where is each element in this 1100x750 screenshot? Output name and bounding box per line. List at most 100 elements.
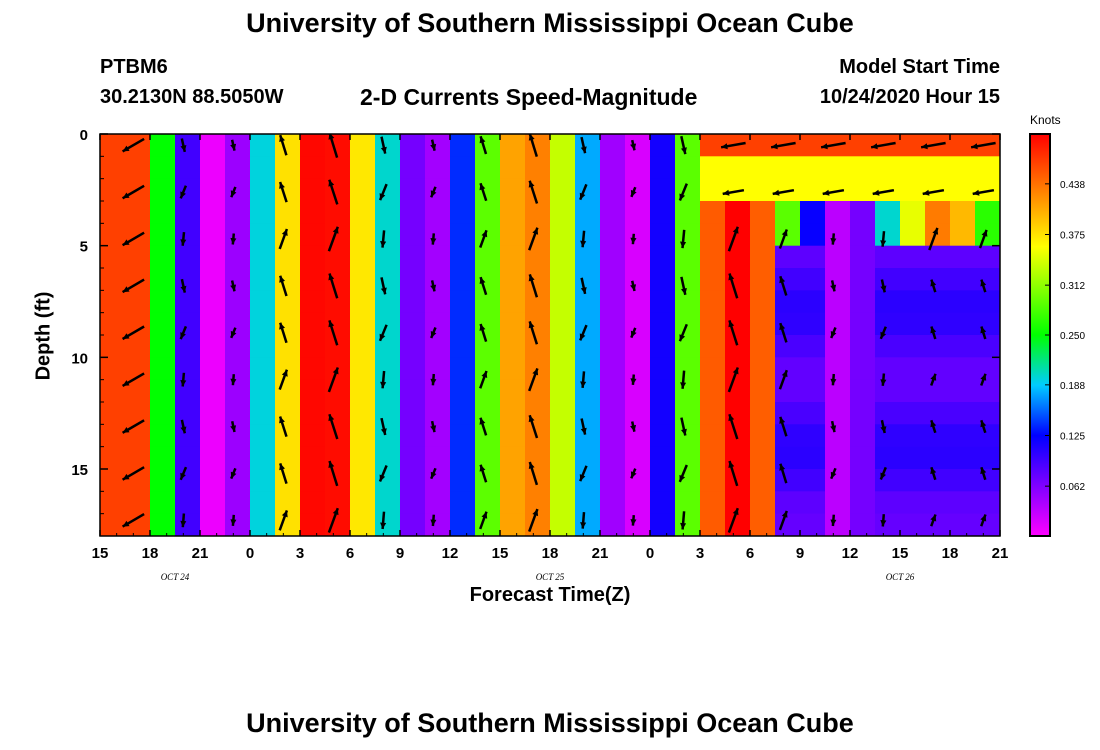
heatmap-cell: [950, 201, 976, 224]
current-arrow: [820, 141, 846, 150]
heatmap-cell: [875, 335, 901, 358]
current-arrow: [930, 466, 937, 481]
heatmap-cell: [125, 469, 151, 492]
heatmap-cell: [675, 446, 701, 470]
current-arrow: [230, 327, 237, 339]
heatmap-cell: [150, 156, 176, 180]
heatmap-cell: [500, 156, 526, 180]
heatmap-cell: [800, 379, 826, 403]
current-arrow: [430, 139, 437, 151]
current-arrow: [822, 188, 845, 196]
heatmap-cell: [825, 469, 851, 492]
heatmap-cell: [900, 491, 926, 515]
current-arrow: [630, 468, 637, 479]
heatmap-cell: [600, 491, 626, 515]
heatmap-cell: [950, 446, 976, 470]
heatmap-cell: [525, 469, 551, 492]
heatmap-cell: [525, 201, 551, 224]
heatmap-cell: [300, 335, 326, 358]
current-arrow: [779, 275, 788, 296]
heatmap-cell: [775, 379, 801, 403]
heatmap-cell: [300, 424, 326, 448]
heatmap-cell: [950, 312, 976, 336]
current-arrow: [879, 466, 887, 480]
heatmap-cell: [625, 491, 651, 515]
heatmap-cell: [225, 156, 251, 180]
heatmap-cell: [200, 402, 226, 425]
heatmap-cell: [925, 312, 951, 336]
heatmap-cell: [425, 178, 451, 202]
current-arrow: [779, 416, 788, 437]
heatmap-cell: [875, 446, 901, 470]
heatmap-cell: [100, 446, 126, 470]
current-arrows: [121, 134, 996, 534]
x-tick-label: 12: [442, 545, 459, 562]
heatmap-cell: [475, 402, 501, 425]
heatmap-cell: [650, 402, 676, 425]
heatmap-cell: [125, 491, 151, 515]
current-arrow: [830, 233, 837, 245]
heatmap-cell: [325, 268, 351, 291]
heatmap-cell: [850, 156, 876, 180]
heatmap-cell: [600, 134, 626, 157]
heatmap-cell: [700, 513, 726, 536]
current-arrow: [327, 367, 339, 393]
heatmap-cell: [400, 245, 426, 269]
heatmap-cell: [150, 513, 176, 536]
heatmap-cell: [425, 245, 451, 269]
heatmap-cell: [725, 156, 751, 180]
current-arrow: [678, 323, 688, 342]
heatmap-cell: [500, 357, 526, 381]
current-arrow: [528, 321, 539, 345]
current-arrow: [430, 373, 437, 386]
heatmap-cell: [950, 402, 976, 425]
colorbar-tick-label: 0.188: [1060, 381, 1085, 392]
current-arrow: [580, 277, 587, 295]
heatmap-cell: [550, 357, 576, 381]
current-arrow: [980, 514, 987, 527]
heatmap-cell: [600, 513, 626, 536]
heatmap-cell: [550, 290, 576, 314]
heatmap-cell: [800, 312, 826, 336]
heatmap-cell: [525, 513, 551, 536]
heatmap-cell: [550, 513, 576, 536]
heatmap-cell: [875, 223, 901, 247]
heatmap-cell: [775, 290, 801, 314]
current-arrow: [230, 420, 237, 433]
heatmap-cell: [375, 245, 401, 269]
heatmap-cell: [250, 178, 276, 202]
current-arrow: [380, 511, 387, 530]
heatmap-cell: [825, 402, 851, 425]
heatmap-cell: [150, 335, 176, 358]
heatmap-cell: [625, 290, 651, 314]
heatmap-cell: [750, 134, 776, 157]
current-arrow: [179, 466, 188, 481]
heatmap-cell: [525, 335, 551, 358]
heatmap-cell: [300, 379, 326, 403]
heatmap-cell: [275, 446, 301, 470]
heatmap-cell: [200, 335, 226, 358]
heatmap-cell: [750, 513, 776, 536]
current-arrow: [580, 136, 587, 154]
current-arrow: [378, 465, 388, 482]
heatmap-cell: [375, 178, 401, 202]
heatmap-cell: [550, 335, 576, 358]
heatmap-cell: [850, 446, 876, 470]
heatmap-cell: [525, 290, 551, 314]
heatmap-cell: [175, 134, 201, 157]
heatmap-cell: [650, 357, 676, 381]
heatmap-cell: [325, 245, 351, 269]
heatmap-cell: [175, 469, 201, 492]
heatmap-cell: [175, 402, 201, 425]
heatmap-cell: [450, 424, 476, 448]
current-arrow: [980, 373, 987, 386]
heatmap-cell: [325, 290, 351, 314]
heatmap-cell: [550, 156, 576, 180]
heatmap-cell: [375, 491, 401, 515]
heatmap-cell: [525, 223, 551, 247]
station-coordinates: 30.2130N 88.5050W: [100, 86, 284, 108]
heatmap-cell: [250, 379, 276, 403]
heatmap-cell: [400, 402, 426, 425]
heatmap-cell: [375, 335, 401, 358]
current-arrow: [279, 322, 288, 344]
